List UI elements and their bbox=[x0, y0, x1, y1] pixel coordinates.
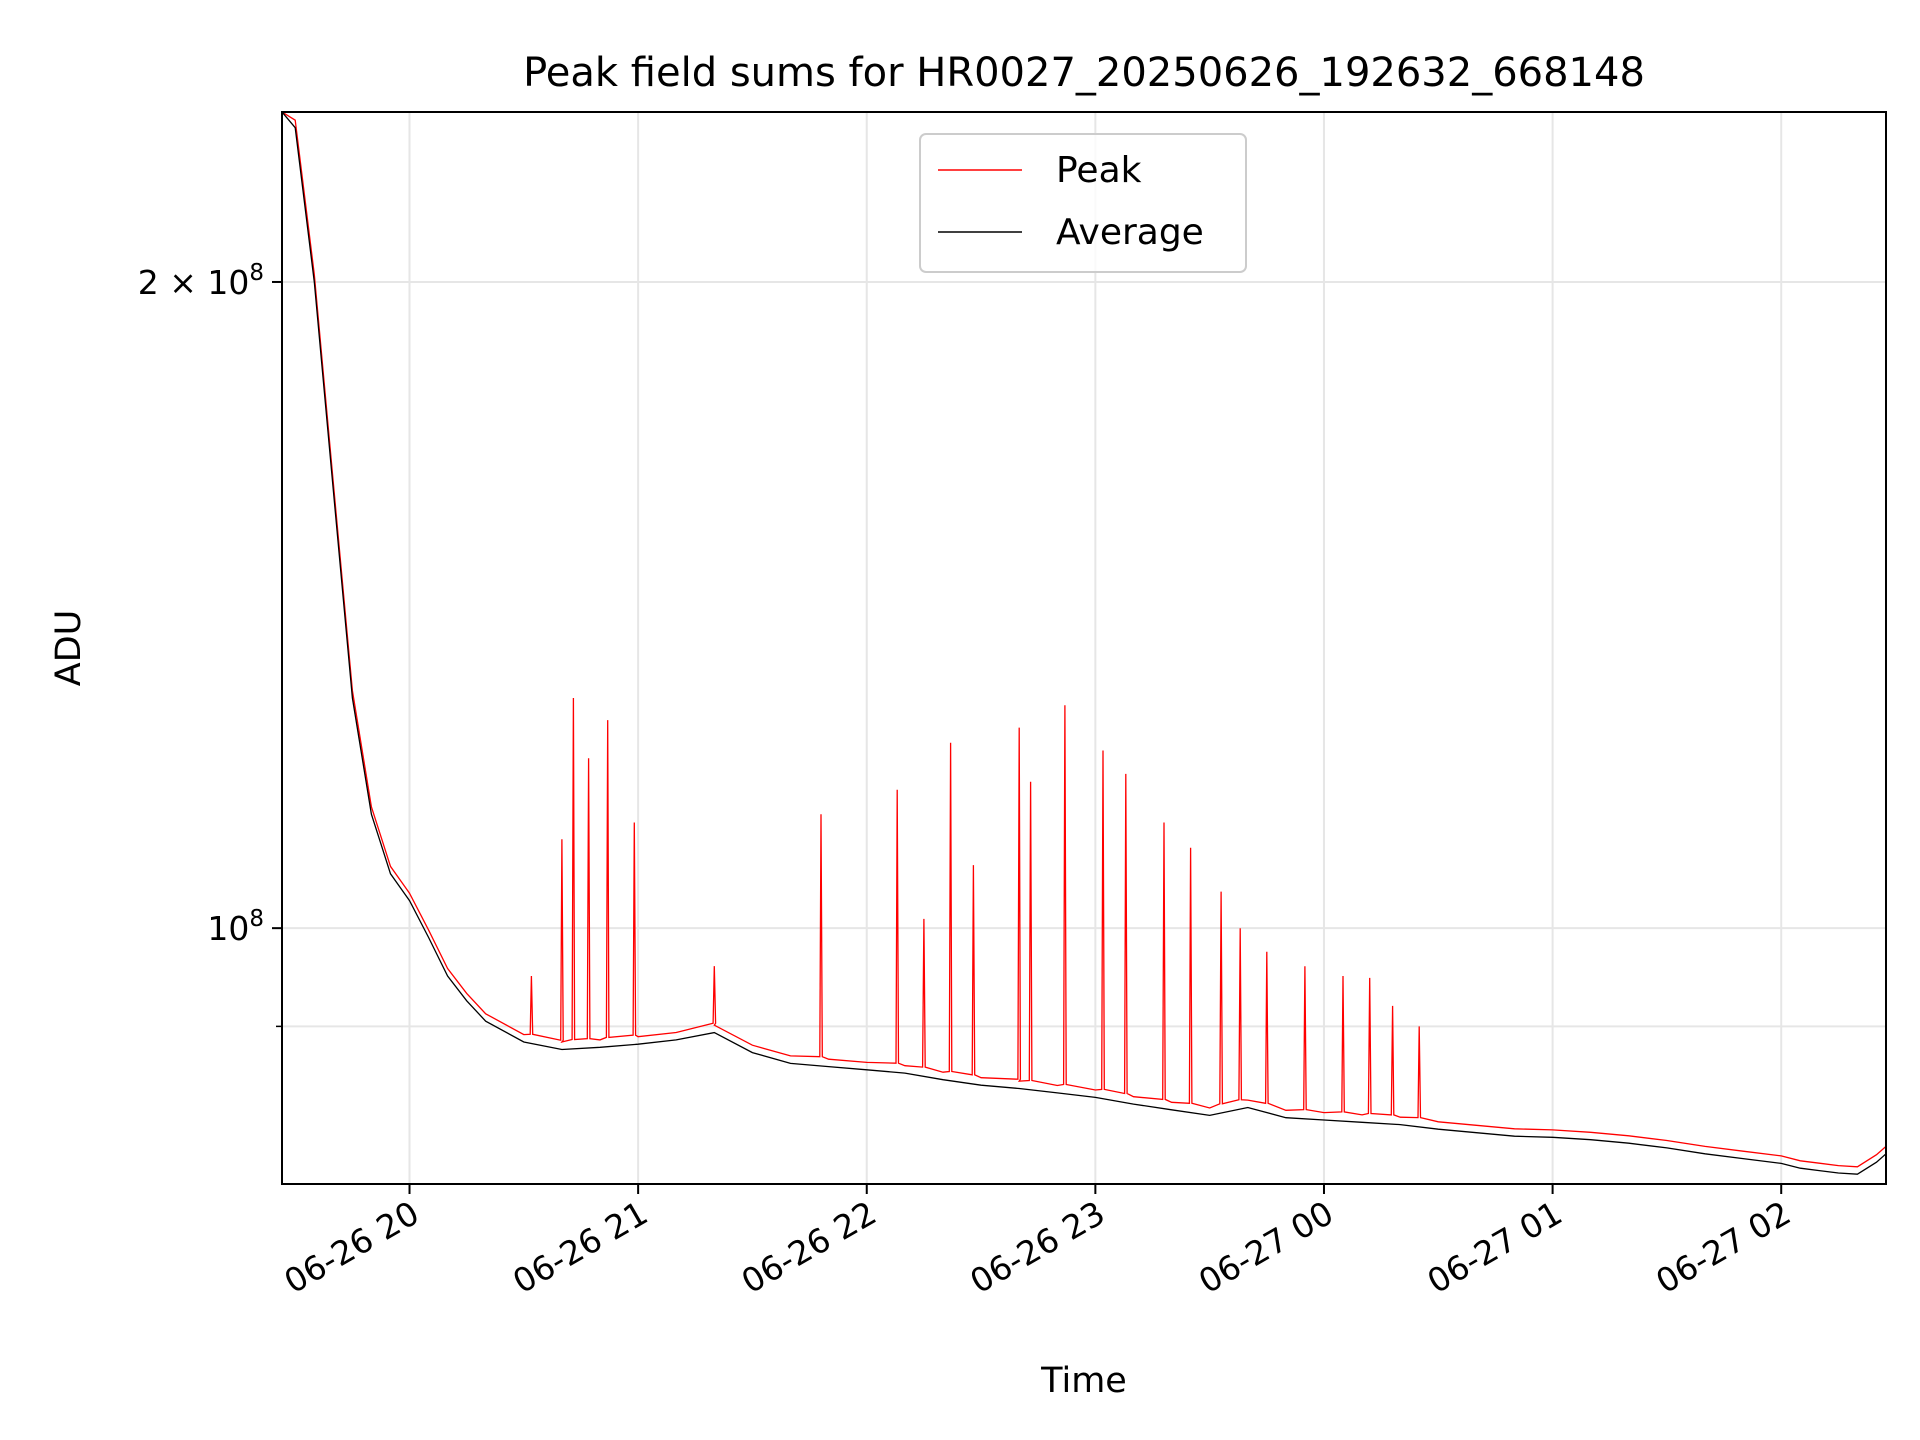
chart-title: Peak field sums for HR0027_20250626_1926… bbox=[523, 50, 1645, 96]
y-axis-label: ADU bbox=[49, 610, 89, 687]
y-tick-label: 108 bbox=[207, 906, 264, 948]
y-tick-label-exponent: 8 bbox=[249, 260, 264, 286]
plot-data bbox=[282, 112, 1886, 1175]
y-tick-label-base: 2 × 10 bbox=[138, 263, 250, 302]
y-tick-label-base: 10 bbox=[207, 909, 249, 948]
gridlines bbox=[282, 112, 1886, 1184]
y-tick-label: 2 × 108 bbox=[138, 260, 264, 302]
legend-label-peak: Peak bbox=[1056, 150, 1142, 191]
y-tick-label-exponent: 8 bbox=[249, 906, 264, 932]
series-line-peak bbox=[282, 112, 1886, 1168]
x-axis-label: Time bbox=[1040, 1361, 1127, 1401]
plot-area bbox=[282, 112, 1886, 1175]
series-line-average bbox=[282, 112, 1886, 1175]
legend-label-average: Average bbox=[1056, 212, 1204, 253]
legend: Peak Average bbox=[919, 133, 1247, 273]
legend-box bbox=[919, 133, 1247, 273]
axes-frame bbox=[281, 111, 1887, 1185]
